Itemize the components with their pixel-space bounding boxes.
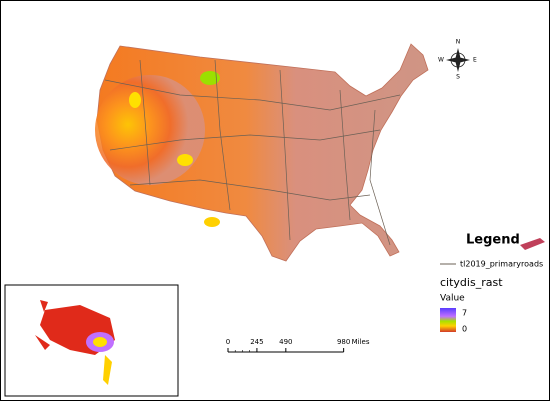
raster-peak — [204, 217, 220, 227]
color-ramp — [440, 308, 456, 332]
alaska-peak — [93, 337, 107, 347]
legend-title: Legend — [466, 233, 520, 248]
raster-peak — [129, 92, 141, 108]
scale-tick-label: 490 — [279, 338, 292, 346]
alaska-islands — [35, 300, 50, 350]
compass-s: S — [456, 74, 460, 81]
alaska-inset — [4, 284, 179, 397]
scale-tick-label: 980 — [337, 338, 350, 346]
legend: Legend tl2019_primaryroads citydis_rast … — [440, 233, 545, 334]
scale-unit: Miles — [352, 338, 370, 346]
compass-w: W — [438, 57, 444, 64]
roads-label: tl2019_primaryroads — [460, 260, 543, 269]
roads — [104, 59, 401, 246]
raster-peak — [177, 154, 193, 166]
raster-high-zone — [95, 75, 205, 185]
raster-peak — [200, 71, 220, 85]
conus — [95, 43, 429, 262]
compass-ring — [450, 52, 466, 68]
value-heading: Value — [440, 294, 465, 304]
scale-tick-label: 0 — [226, 338, 230, 346]
ramp-low: 0 — [462, 325, 467, 334]
raster-label: citydis_rast — [440, 276, 503, 289]
ramp-high: 7 — [462, 309, 467, 318]
scale-tick-label: 245 — [250, 338, 263, 346]
compass-e: E — [473, 57, 477, 64]
compass-n: N — [456, 39, 461, 46]
hawaii — [520, 238, 545, 250]
alaska-panhandle — [103, 355, 112, 385]
compass-rose — [446, 48, 470, 72]
scale-bar: 0 245 490 980 Miles — [226, 338, 370, 353]
compass: N S E W — [438, 39, 477, 81]
